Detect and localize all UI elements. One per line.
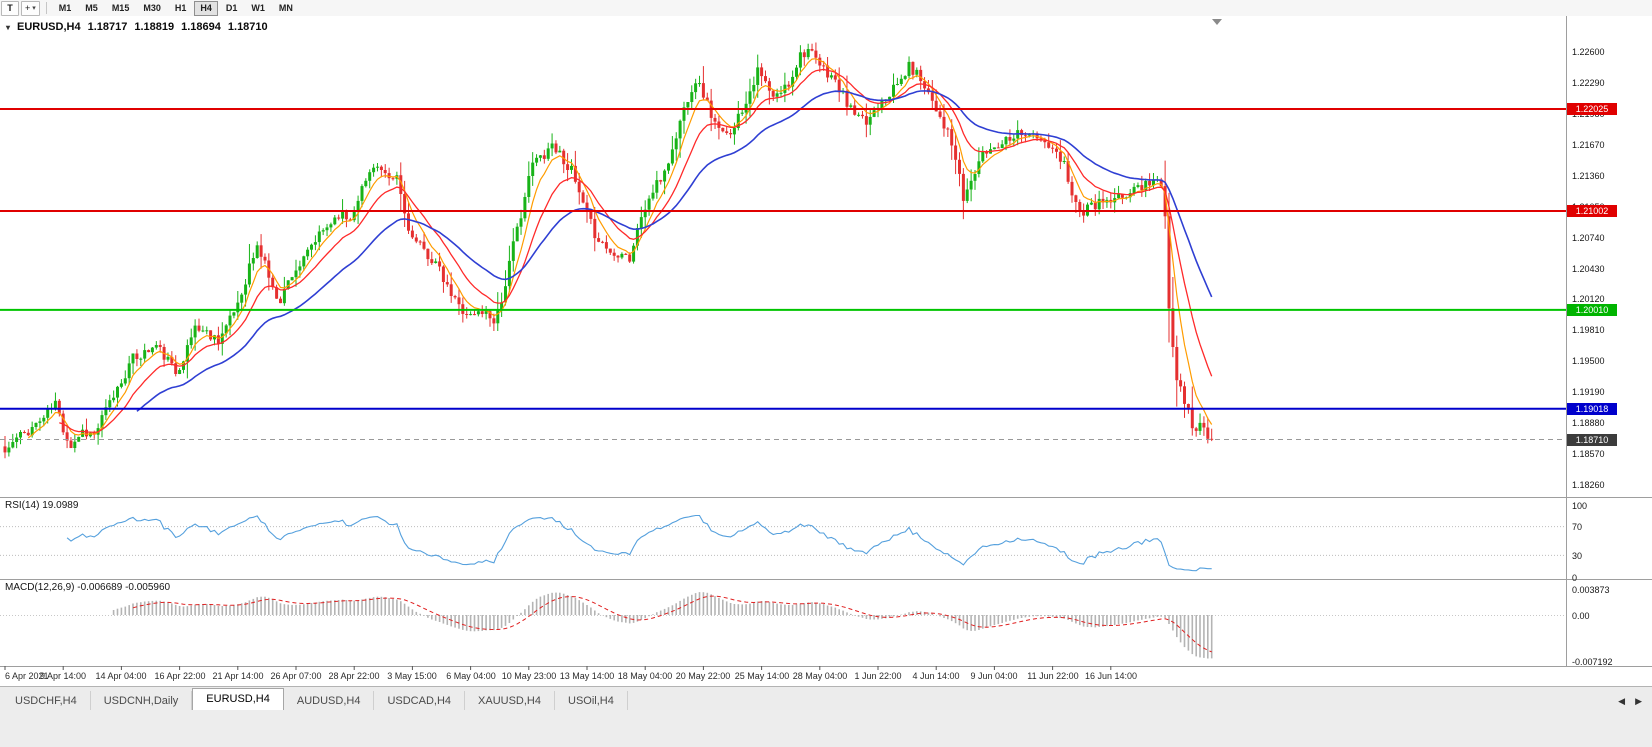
time-axis-label: 13 May 14:00 [559, 671, 615, 681]
tab-USDCHF-H4[interactable]: USDCHF,H4 [2, 691, 91, 711]
price-level-badge: 1.20010 [1567, 304, 1617, 316]
tab-EURUSD-H4[interactable]: EURUSD,H4 [192, 688, 284, 711]
timeframe-button-M5[interactable]: M5 [85, 2, 98, 13]
chart-tabs-bar: USDCHF,H4 USDCNH,Daily EURUSD,H4 AUDUSD,H4 U… [0, 686, 1652, 711]
price-axis-label: 1.22600 [1572, 47, 1605, 57]
price-axis-label: 1.22290 [1572, 78, 1605, 88]
timeframe-button-M30[interactable]: M30 [143, 2, 161, 13]
time-axis-label: 3 May 15:00 [387, 671, 437, 681]
crosshair-tool-button[interactable]: + ▾ [21, 0, 40, 16]
price-axis-label: 1.19810 [1572, 325, 1605, 335]
price-axis-label: 1.18260 [1572, 480, 1605, 490]
time-axis-label: 11 Jun 22:00 [1027, 671, 1079, 681]
time-axis-label: 28 Apr 22:00 [328, 671, 380, 681]
price-axis-label: 1.19500 [1572, 356, 1605, 366]
price-axis-label: 1.19190 [1572, 387, 1605, 397]
chevron-down-icon: ▾ [32, 5, 36, 12]
tab-USOil-H4[interactable]: USOil,H4 [555, 691, 628, 711]
chart-area[interactable]: ▾ EURUSD,H4 1.18717 1.18819 1.18694 1.18… [0, 16, 1652, 686]
ma-line-34 [136, 90, 1213, 412]
rsi-axis-label: 30 [1572, 551, 1583, 561]
price-axis-label: 1.18880 [1572, 418, 1605, 428]
time-axis-label: 26 Apr 07:00 [270, 671, 322, 681]
tabs-scroll-right-button[interactable]: ▶ [1635, 696, 1642, 706]
tab-USDCAD-H4[interactable]: USDCAD,H4 [374, 691, 466, 711]
macd-histogram [112, 592, 1213, 659]
timeframe-button-MN[interactable]: MN [278, 2, 293, 13]
rsi-axis-label: 100 [1572, 501, 1588, 511]
tabs-scroll-controls: ◀ ▶ [1618, 696, 1652, 711]
macd-axis-label: 0.003873 [1572, 585, 1610, 595]
text-label-tool-button[interactable]: T [1, 0, 19, 16]
timeframe-button-M15[interactable]: M15 [111, 2, 130, 13]
timeframe-button-M1[interactable]: M1 [58, 2, 72, 13]
macd-axis-label: -0.007192 [1572, 657, 1613, 667]
price-axis-label: 1.20120 [1572, 294, 1605, 304]
time-axis-label: 20 May 22:00 [675, 671, 731, 681]
chart-shift-marker[interactable] [1212, 19, 1222, 25]
time-axis-label: 6 May 04:00 [446, 671, 496, 681]
timeframe-button-D1[interactable]: D1 [225, 2, 238, 13]
candles-layer [3, 42, 1214, 459]
chart-canvas[interactable] [0, 16, 1652, 686]
price-axis-label: 1.20740 [1572, 233, 1605, 243]
rsi-axis-label: 0 [1572, 573, 1578, 583]
timeframe-button-H4[interactable]: H4 [194, 0, 218, 16]
timeframe-button-H1[interactable]: H1 [174, 2, 187, 13]
timeframe-button-W1[interactable]: W1 [251, 2, 265, 13]
crosshair-icon: + [25, 2, 31, 13]
time-axis-label: 1 Jun 22:00 [854, 671, 902, 681]
price-axis-label: 1.20430 [1572, 264, 1605, 274]
price-axis-label: 1.21670 [1572, 140, 1605, 150]
time-axis-label: 18 May 04:00 [617, 671, 673, 681]
toolbar-separator [45, 2, 47, 14]
price-level-badge: 1.21002 [1567, 205, 1617, 217]
time-axis-label: 16 Jun 14:00 [1084, 671, 1138, 681]
price-level-badge: 1.19018 [1567, 403, 1617, 415]
time-axis-label: 21 Apr 14:00 [212, 671, 264, 681]
time-axis-label: 9 Jun 04:00 [970, 671, 1018, 681]
time-axis-label: 6 Apr 2021 [5, 671, 49, 681]
time-axis-label: 9 Apr 14:00 [39, 671, 87, 681]
price-level-badge: 1.22025 [1567, 103, 1617, 115]
timeframe-toolbar: M1 M5 M15 M30 H1 H4 D1 W1 MN [52, 0, 300, 16]
price-axis-label: 1.18570 [1572, 449, 1605, 459]
ma-line-14 [59, 68, 1213, 434]
time-axis-label: 4 Jun 14:00 [912, 671, 960, 681]
time-axis-label: 16 Apr 22:00 [154, 671, 206, 681]
rsi-axis-label: 70 [1572, 522, 1583, 532]
price-axis-label: 1.21360 [1572, 171, 1605, 181]
tab-XAUUSD-H4[interactable]: XAUUSD,H4 [465, 691, 555, 711]
rsi-line [66, 514, 1212, 572]
chart-toolbar: T + ▾ M1 M5 M15 M30 H1 H4 D1 W1 MN [0, 0, 1652, 17]
tab-USDCNH-Daily[interactable]: USDCNH,Daily [90, 691, 193, 711]
text-tool-label: T [7, 3, 13, 13]
time-axis-label: 14 Apr 04:00 [95, 671, 147, 681]
chart-tabs: USDCHF,H4 USDCNH,Daily EURUSD,H4 AUDUSD,H4 U… [0, 687, 628, 711]
macd-signal-line [132, 595, 1212, 653]
time-axis-label: 28 May 04:00 [792, 671, 848, 681]
time-axis-label: 25 May 14:00 [734, 671, 790, 681]
statusbar-area [0, 710, 1652, 747]
time-axis-label: 10 May 23:00 [501, 671, 557, 681]
macd-axis-label: 0.00 [1572, 611, 1590, 621]
ma-line-6 [27, 58, 1213, 439]
tabs-scroll-left-button[interactable]: ◀ [1618, 696, 1626, 706]
tab-AUDUSD-H4[interactable]: AUDUSD,H4 [283, 691, 375, 711]
price-level-badge: 1.18710 [1567, 434, 1617, 446]
